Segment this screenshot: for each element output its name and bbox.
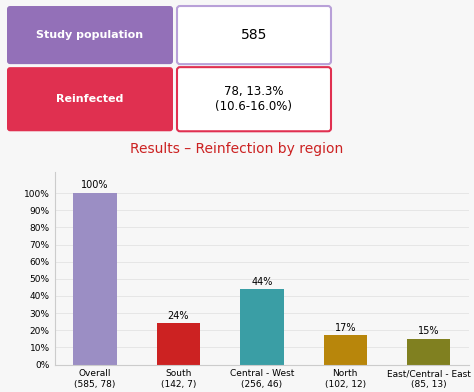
Text: 44%: 44% (251, 276, 273, 287)
Text: 17%: 17% (335, 323, 356, 333)
Bar (407, 339, 450, 365)
Bar (157, 323, 200, 365)
FancyBboxPatch shape (177, 6, 331, 64)
Text: Study population: Study population (36, 30, 144, 40)
Text: 585: 585 (241, 28, 267, 42)
FancyBboxPatch shape (7, 6, 173, 64)
Text: Reinfected: Reinfected (56, 94, 124, 104)
Text: 15%: 15% (418, 326, 439, 336)
FancyBboxPatch shape (177, 67, 331, 131)
Text: 78, 13.3%
(10.6-16.0%): 78, 13.3% (10.6-16.0%) (216, 85, 292, 113)
FancyBboxPatch shape (7, 67, 173, 131)
Bar (240, 289, 283, 365)
Text: 100%: 100% (82, 180, 109, 191)
Bar (73, 193, 117, 365)
Text: 24%: 24% (168, 311, 189, 321)
Bar (324, 336, 367, 365)
Text: Results – Reinfection by region: Results – Reinfection by region (130, 142, 344, 156)
